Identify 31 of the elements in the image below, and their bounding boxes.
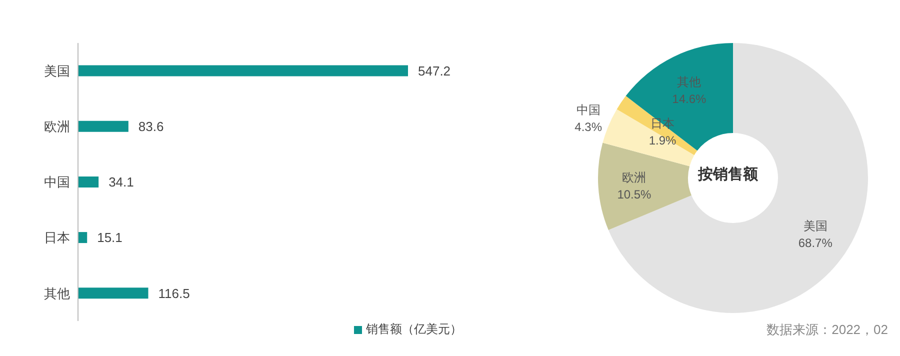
bar [78, 176, 99, 188]
data-label: 116.5 [158, 286, 190, 301]
donut-slice [602, 109, 694, 166]
slice-label: 美国 [803, 218, 828, 233]
slice-label: 其他 [677, 75, 702, 90]
data-label: 4.3% [574, 120, 602, 134]
data-label: 15.1 [97, 230, 122, 246]
y-tick-label: 其他 [44, 286, 70, 301]
bar [78, 232, 88, 244]
slice-label: 欧洲 [622, 170, 646, 185]
text: 按销售额 [697, 165, 759, 183]
bar [78, 65, 408, 76]
legend-label: 销售额（亿美元） [366, 322, 462, 336]
y-tick-label: 美国 [44, 63, 70, 78]
data-label: 10.5% [617, 188, 652, 202]
y-tick-label: 日本 [44, 230, 70, 246]
slice-label: 日本 [650, 116, 675, 130]
y-tick-label: 中国 [44, 174, 70, 190]
bar [78, 120, 128, 132]
source-note: 数据来源：2022，02 [766, 322, 888, 337]
data-label: 83.6 [138, 118, 164, 134]
donut-slice [608, 43, 868, 313]
data-label: 68.7% [798, 236, 833, 250]
bar [78, 288, 148, 299]
y-tick-label: 欧洲 [44, 119, 70, 134]
slice-label: 中国 [576, 103, 600, 118]
donut-slice [626, 43, 733, 151]
data-label: 34.1 [108, 174, 134, 190]
data-label: 1.9% [648, 133, 677, 148]
data-label: 14.6% [672, 92, 707, 106]
data-label: 547.2 [418, 63, 451, 78]
